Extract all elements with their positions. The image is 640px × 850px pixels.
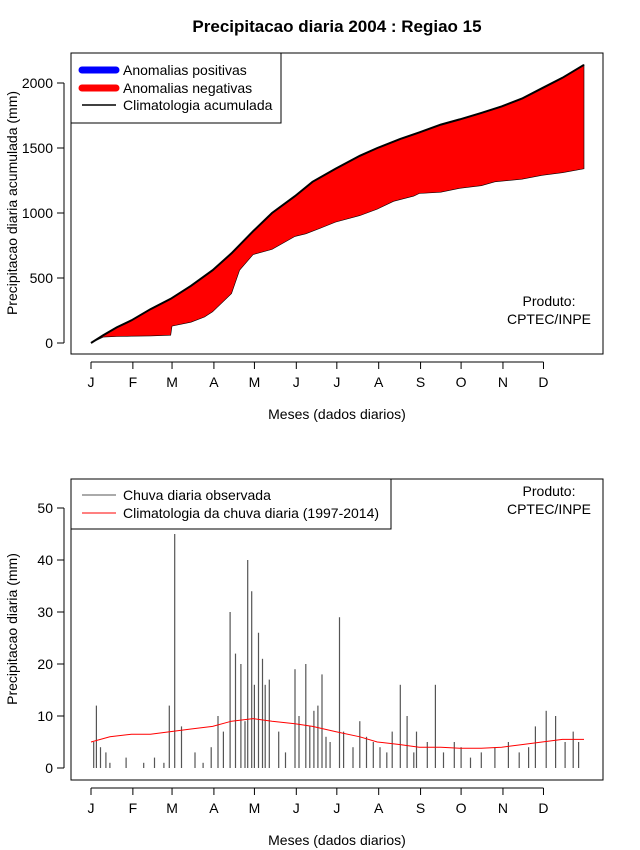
y-tick-label: 10	[37, 708, 53, 724]
cumulative-chart: 0 500 1000 1500 2000 J F M A M J J A S O N D Meses (dad…	[4, 52, 604, 422]
daily-chart: 0 10 20 30 40 50 J F M A M J J A S O N D Meses (dados di…	[4, 478, 604, 848]
credit-line1: Produto:	[523, 483, 576, 499]
y-tick-label: 30	[37, 604, 53, 620]
y-tick-label: 0	[45, 760, 53, 776]
x-tick-label: N	[498, 374, 508, 390]
x-tick-label: D	[538, 800, 548, 816]
legend-label-climatology: Climatologia acumulada	[123, 97, 273, 113]
x-tick-label: J	[88, 374, 95, 390]
x-tick-label: O	[456, 800, 467, 816]
plot-frame	[70, 52, 604, 355]
x-tick-label: N	[498, 800, 508, 816]
climatology-cumulative-line	[90, 63, 585, 344]
x-tick-label: J	[293, 374, 300, 390]
y-axis-label: Precipitacao diaria acumulada (mm)	[4, 91, 20, 315]
x-tick-label: A	[209, 374, 219, 390]
legend-label-observed: Chuva diaria observada	[123, 487, 271, 503]
observed-daily-bars	[93, 534, 580, 768]
x-tick-label: A	[374, 800, 384, 816]
credit-line2: CPTEC/INPE	[507, 311, 591, 327]
x-tick-label: A	[374, 374, 384, 390]
legend-label-negative: Anomalias negativas	[123, 80, 252, 96]
y-axis-label: Precipitacao diaria (mm)	[4, 553, 20, 705]
legend-box	[70, 478, 392, 530]
y-tick-label: 1000	[22, 205, 53, 221]
x-tick-label: D	[538, 374, 548, 390]
x-tick-label: M	[166, 800, 178, 816]
x-tick-label: S	[416, 374, 425, 390]
x-tick-label: S	[416, 800, 425, 816]
y-tick-label: 40	[37, 552, 53, 568]
x-tick-label: J	[333, 800, 340, 816]
legend: Anomalias positivas Anomalias negativas …	[70, 52, 282, 124]
legend-label-climatology: Climatologia da chuva diaria (1997-2014)	[123, 505, 379, 521]
y-tick-label: 0	[45, 335, 53, 351]
credit-line1: Produto:	[523, 293, 576, 309]
x-axis-label: Meses (dados diarios)	[268, 832, 406, 848]
x-tick-label: M	[249, 800, 261, 816]
x-tick-label: J	[293, 800, 300, 816]
x-tick-label: M	[166, 374, 178, 390]
x-tick-label: F	[129, 374, 138, 390]
legend: Chuva diaria observada Climatologia da c…	[70, 478, 392, 530]
x-tick-label: O	[456, 374, 467, 390]
x-tick-label: J	[88, 800, 95, 816]
climatology-daily-line	[90, 718, 584, 749]
y-axis: 0 500 1000 1500 2000	[22, 75, 65, 351]
y-tick-label: 1500	[22, 140, 53, 156]
x-axis-label: Meses (dados diarios)	[268, 406, 406, 422]
y-tick-label: 50	[37, 500, 53, 516]
y-axis: 0 10 20 30 40 50	[37, 500, 65, 776]
y-tick-label: 500	[30, 270, 54, 286]
x-tick-label: J	[333, 374, 340, 390]
legend-label-positive: Anomalias positivas	[123, 62, 247, 78]
x-tick-label: F	[129, 800, 138, 816]
y-tick-label: 20	[37, 656, 53, 672]
y-tick-label: 2000	[22, 75, 53, 91]
figure-title: Precipitacao diaria 2004 : Regiao 15	[192, 17, 481, 36]
x-tick-label: A	[209, 800, 219, 816]
credit-line2: CPTEC/INPE	[507, 501, 591, 517]
x-tick-label: M	[249, 374, 261, 390]
